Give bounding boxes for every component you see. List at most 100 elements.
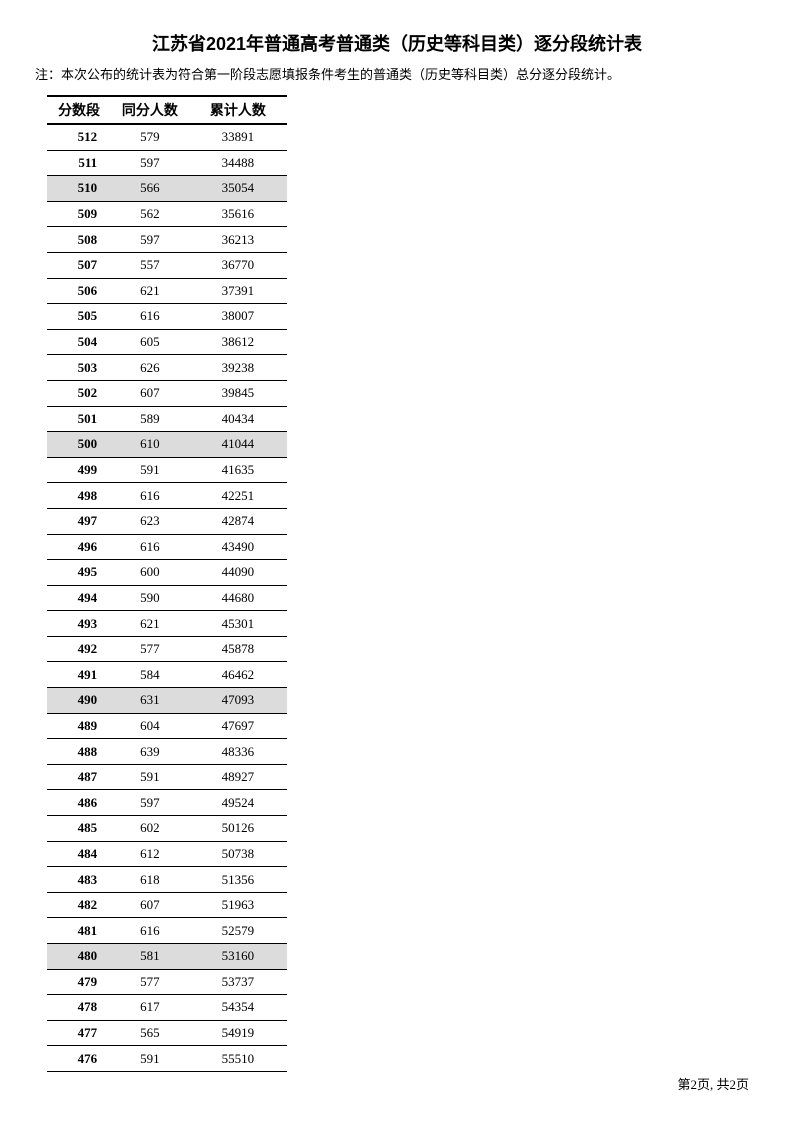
cell-count: 590 [111,585,189,611]
cell-cumulative: 49524 [189,790,287,816]
cell-count: 565 [111,1020,189,1046]
cell-count: 562 [111,201,189,227]
cell-count: 604 [111,713,189,739]
table-row: 51257933891 [47,124,287,150]
cell-score: 496 [47,534,111,560]
cell-cumulative: 53160 [189,944,287,970]
table-row: 48863948336 [47,739,287,765]
cell-count: 616 [111,304,189,330]
cell-score: 497 [47,508,111,534]
cell-score: 487 [47,764,111,790]
cell-count: 616 [111,483,189,509]
table-row: 50158940434 [47,406,287,432]
table-row: 50460538612 [47,329,287,355]
cell-cumulative: 35616 [189,201,287,227]
cell-cumulative: 41635 [189,457,287,483]
table-row: 50859736213 [47,227,287,253]
cell-score: 479 [47,969,111,995]
cell-count: 602 [111,816,189,842]
cell-score: 478 [47,995,111,1021]
cell-count: 600 [111,560,189,586]
cell-cumulative: 34488 [189,150,287,176]
cell-cumulative: 39845 [189,380,287,406]
table-row: 48659749524 [47,790,287,816]
table-row: 49661643490 [47,534,287,560]
cell-count: 579 [111,124,189,150]
cell-score: 509 [47,201,111,227]
table-row: 49063147093 [47,688,287,714]
cell-count: 623 [111,508,189,534]
table-row: 48759148927 [47,764,287,790]
header-count: 同分人数 [111,96,189,124]
cell-count: 617 [111,995,189,1021]
cell-cumulative: 54354 [189,995,287,1021]
table-row: 49762342874 [47,508,287,534]
header-cumulative: 累计人数 [189,96,287,124]
table-row: 50260739845 [47,380,287,406]
cell-cumulative: 44680 [189,585,287,611]
cell-score: 492 [47,636,111,662]
cell-count: 597 [111,790,189,816]
table-row: 50061041044 [47,432,287,458]
cell-cumulative: 47093 [189,688,287,714]
cell-count: 591 [111,457,189,483]
cell-count: 597 [111,227,189,253]
cell-cumulative: 45301 [189,611,287,637]
cell-score: 481 [47,918,111,944]
page-footer: 第2页, 共2页 [677,1074,749,1093]
cell-score: 503 [47,355,111,381]
cell-count: 631 [111,688,189,714]
cell-cumulative: 39238 [189,355,287,381]
cell-count: 584 [111,662,189,688]
cell-cumulative: 48927 [189,764,287,790]
score-table: 分数段 同分人数 累计人数 51257933891511597344885105… [47,95,287,1072]
table-row: 49158446462 [47,662,287,688]
cell-score: 498 [47,483,111,509]
table-body: 5125793389151159734488510566350545095623… [47,124,287,1071]
cell-count: 566 [111,176,189,202]
cell-score: 486 [47,790,111,816]
table-row: 51056635054 [47,176,287,202]
cell-score: 512 [47,124,111,150]
cell-cumulative: 52579 [189,918,287,944]
cell-score: 490 [47,688,111,714]
cell-count: 581 [111,944,189,970]
cell-cumulative: 38612 [189,329,287,355]
table-row: 49362145301 [47,611,287,637]
cell-score: 494 [47,585,111,611]
cell-count: 591 [111,1046,189,1072]
cell-score: 484 [47,841,111,867]
cell-score: 499 [47,457,111,483]
cell-score: 504 [47,329,111,355]
table-row: 49560044090 [47,560,287,586]
cell-cumulative: 50738 [189,841,287,867]
table-row: 48461250738 [47,841,287,867]
cell-count: 621 [111,278,189,304]
cell-cumulative: 54919 [189,1020,287,1046]
cell-count: 621 [111,611,189,637]
cell-cumulative: 47697 [189,713,287,739]
table-row: 47659155510 [47,1046,287,1072]
cell-score: 502 [47,380,111,406]
cell-cumulative: 35054 [189,176,287,202]
cell-count: 597 [111,150,189,176]
cell-count: 557 [111,252,189,278]
cell-cumulative: 53737 [189,969,287,995]
cell-cumulative: 51963 [189,892,287,918]
cell-score: 477 [47,1020,111,1046]
cell-cumulative: 51356 [189,867,287,893]
cell-count: 616 [111,534,189,560]
table-row: 47756554919 [47,1020,287,1046]
note-text: 注：本次公布的统计表为符合第一阶段志愿填报条件考生的普通类（历史等科目类）总分逐… [35,64,759,83]
table-row: 50561638007 [47,304,287,330]
cell-cumulative: 50126 [189,816,287,842]
table-row: 50755736770 [47,252,287,278]
cell-score: 495 [47,560,111,586]
cell-count: 605 [111,329,189,355]
cell-cumulative: 48336 [189,739,287,765]
table-row: 51159734488 [47,150,287,176]
cell-score: 500 [47,432,111,458]
cell-score: 491 [47,662,111,688]
header-score: 分数段 [47,96,111,124]
cell-count: 577 [111,636,189,662]
